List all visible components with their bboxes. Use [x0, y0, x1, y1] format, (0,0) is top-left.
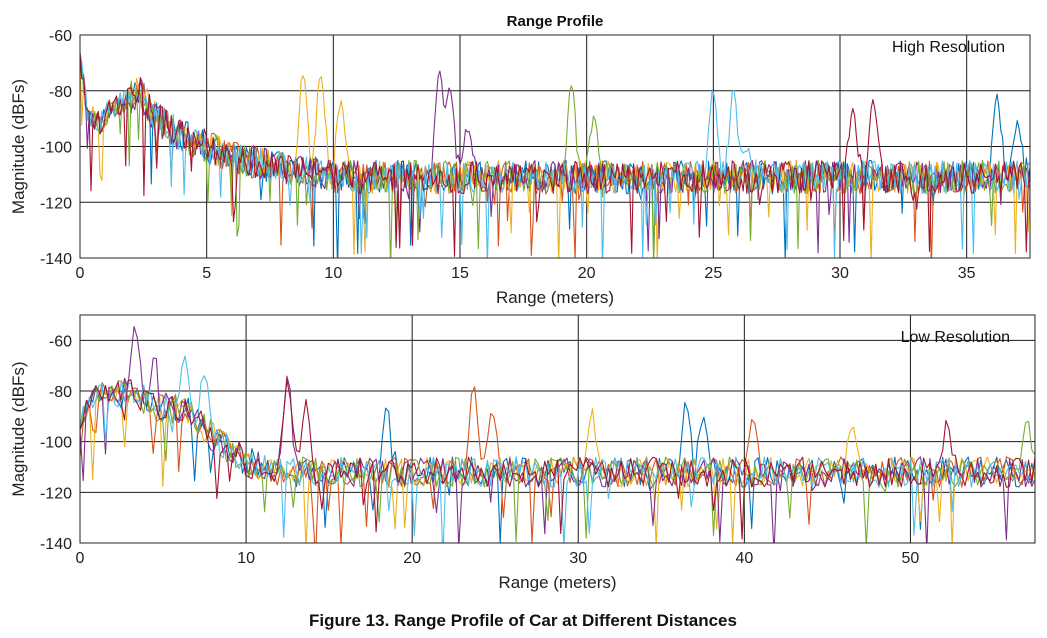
y-tick-label: -80 — [49, 384, 72, 401]
x-tick-label: 40 — [735, 550, 753, 567]
y-tick-label: -140 — [40, 251, 72, 268]
x-tick-label: 30 — [569, 550, 587, 567]
x-axis-label: Range (meters) — [496, 288, 614, 307]
x-axis-label: Range (meters) — [498, 573, 616, 592]
y-tick-label: -60 — [49, 28, 72, 45]
x-tick-label: 20 — [403, 550, 421, 567]
y-tick-label: -120 — [40, 195, 72, 212]
y-tick-label: -80 — [49, 84, 72, 101]
x-tick-label: 30 — [831, 265, 849, 282]
series-line-7 — [80, 379, 1035, 540]
x-tick-label: 0 — [76, 550, 85, 567]
y-tick-label: -140 — [40, 536, 72, 553]
high-resolution-panel: 0 5 10 15 20 25 30 35 -140 -120 -100 -80 -60 Range (m… — [9, 13, 1031, 307]
x-tick-label: 20 — [578, 265, 596, 282]
y-tick-label: -60 — [49, 333, 72, 350]
x-tick-label: 10 — [237, 550, 255, 567]
x-tick-label: 50 — [902, 550, 920, 567]
resolution-annotation: High Resolution — [892, 39, 1005, 56]
y-tick-label: -100 — [40, 140, 72, 157]
x-tick-label: 25 — [704, 265, 722, 282]
x-tick-label: 10 — [324, 265, 342, 282]
x-tick-label: 35 — [958, 265, 976, 282]
plot-area — [80, 315, 1035, 543]
series-line-7 — [80, 52, 1030, 257]
series-line-4 — [80, 53, 1030, 254]
resolution-annotation: Low Resolution — [901, 329, 1010, 346]
axes-frame — [79, 34, 1031, 259]
axes-frame — [79, 314, 1036, 544]
x-tick-label: 5 — [202, 265, 211, 282]
x-tick-label: 15 — [451, 265, 469, 282]
low-resolution-panel: 0 10 20 30 40 50 -140 -120 -100 -80 -60 Range (mete… — [9, 314, 1036, 592]
chart-title: Range Profile — [507, 13, 604, 30]
series-group — [80, 325, 1035, 543]
figure-caption: Figure 13. Range Profile of Car at Diffe… — [309, 611, 737, 630]
y-tick-label: -120 — [40, 485, 72, 502]
y-axis-label: Magnitude (dBFs) — [9, 79, 28, 214]
series-group — [80, 52, 1030, 258]
y-tick-label: -100 — [40, 435, 72, 452]
y-axis-label: Magnitude (dBFs) — [9, 361, 28, 496]
x-tick-label: 0 — [76, 265, 85, 282]
